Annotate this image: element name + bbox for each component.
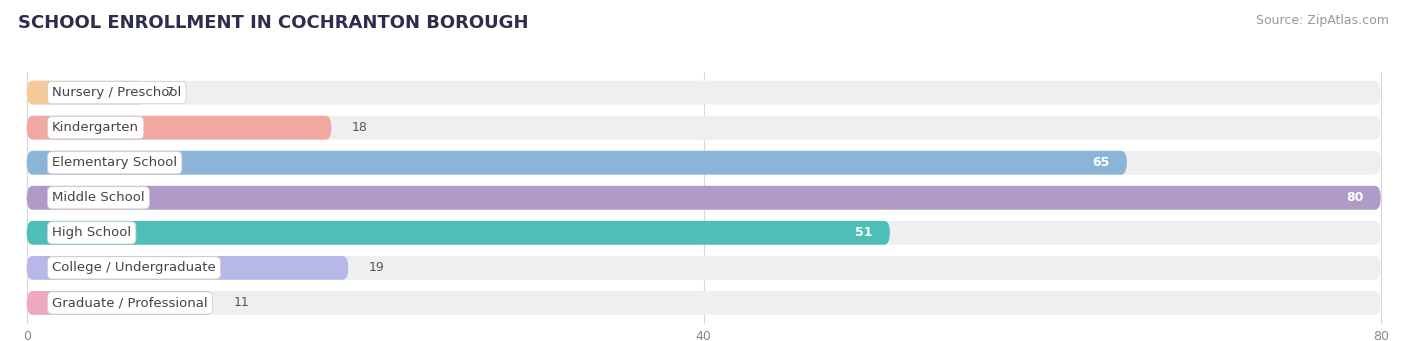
FancyBboxPatch shape: [27, 151, 1381, 175]
Text: 18: 18: [352, 121, 367, 134]
Text: Kindergarten: Kindergarten: [52, 121, 139, 134]
Text: College / Undergraduate: College / Undergraduate: [52, 261, 217, 275]
FancyBboxPatch shape: [27, 116, 1381, 139]
FancyBboxPatch shape: [27, 221, 890, 245]
Text: 11: 11: [233, 296, 249, 309]
FancyBboxPatch shape: [27, 221, 1381, 245]
Text: Graduate / Professional: Graduate / Professional: [52, 296, 208, 309]
Text: 65: 65: [1092, 156, 1109, 169]
Text: Nursery / Preschool: Nursery / Preschool: [52, 86, 181, 99]
FancyBboxPatch shape: [27, 81, 145, 105]
FancyBboxPatch shape: [27, 116, 332, 139]
Text: 80: 80: [1347, 191, 1364, 204]
Text: Middle School: Middle School: [52, 191, 145, 204]
FancyBboxPatch shape: [27, 291, 1381, 315]
Text: SCHOOL ENROLLMENT IN COCHRANTON BOROUGH: SCHOOL ENROLLMENT IN COCHRANTON BOROUGH: [18, 14, 529, 32]
FancyBboxPatch shape: [27, 151, 1126, 175]
FancyBboxPatch shape: [27, 186, 1381, 210]
Text: 19: 19: [368, 261, 384, 275]
Text: 7: 7: [166, 86, 173, 99]
FancyBboxPatch shape: [27, 81, 1381, 105]
Text: Elementary School: Elementary School: [52, 156, 177, 169]
Text: Source: ZipAtlas.com: Source: ZipAtlas.com: [1256, 14, 1389, 27]
FancyBboxPatch shape: [27, 186, 1381, 210]
Text: High School: High School: [52, 226, 131, 239]
FancyBboxPatch shape: [27, 291, 212, 315]
Text: 51: 51: [855, 226, 873, 239]
FancyBboxPatch shape: [27, 256, 349, 280]
FancyBboxPatch shape: [27, 256, 1381, 280]
